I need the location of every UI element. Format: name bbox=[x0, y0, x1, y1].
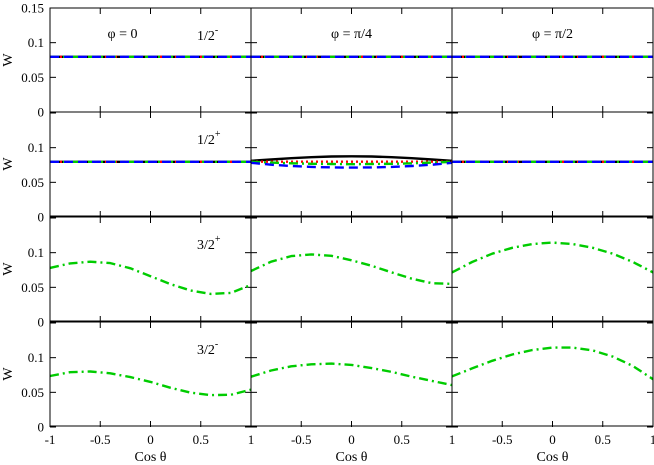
y-tick-label: 0 bbox=[38, 315, 45, 330]
panel-frame bbox=[250, 7, 453, 113]
x-tick-label: 1 bbox=[449, 432, 456, 447]
panel-r3-c3 bbox=[451, 216, 654, 323]
y-axis-label: W bbox=[1, 262, 16, 276]
row-label: 3/2+ bbox=[197, 234, 221, 253]
x-axis-label: Cos θ bbox=[336, 450, 368, 465]
x-tick-label: 0.5 bbox=[595, 432, 611, 447]
series-line bbox=[250, 155, 453, 162]
x-tick-label: 0.5 bbox=[394, 432, 410, 447]
x-tick-label: -0.5 bbox=[90, 432, 111, 447]
y-axis-labels: W 0 0.05 0.1 0.15 W 0 0.05 0.1 W 0 0.05 0.1 W 0 0.05 0.1 bbox=[1, 1, 44, 435]
x-tick-label: 0 bbox=[549, 432, 556, 447]
panel-frame bbox=[49, 321, 252, 427]
panel-frame bbox=[250, 321, 453, 427]
panel-frame bbox=[451, 111, 654, 217]
y-tick-label: 0.05 bbox=[21, 280, 44, 295]
x-axis-label: Cos θ bbox=[537, 450, 569, 465]
row-label: 1/2- bbox=[197, 25, 218, 44]
x-axis-label: Cos θ bbox=[135, 450, 167, 465]
y-axis-label: W bbox=[1, 53, 16, 67]
y-tick-label: 0.1 bbox=[28, 245, 44, 260]
series-line bbox=[49, 260, 252, 296]
y-tick-label: 0.1 bbox=[28, 35, 44, 50]
panel-r2-c1: 1/2+ bbox=[49, 111, 252, 218]
column-title: φ = π/4 bbox=[331, 27, 372, 42]
panel-frame bbox=[49, 7, 252, 113]
x-tick-label: -0.5 bbox=[492, 432, 513, 447]
column-title: φ = π/2 bbox=[532, 27, 573, 42]
x-tick-label: 0 bbox=[348, 432, 355, 447]
panel-r4-c3 bbox=[451, 321, 654, 428]
panel-frame bbox=[451, 321, 654, 427]
x-tick-label: 1 bbox=[248, 432, 255, 447]
panel-frame bbox=[49, 111, 252, 217]
panel-r1-c3: φ = π/2 bbox=[451, 7, 654, 113]
x-tick-label: 1 bbox=[650, 432, 654, 447]
x-axis-labels: -1 -0.5 0 0.5 1 Cos θ -0.5 0 0.5 1 Cos θ -0.5 0 0.5 1 C… bbox=[45, 432, 654, 465]
x-tick-label: 0.5 bbox=[193, 432, 209, 447]
series-line bbox=[451, 241, 654, 274]
panel-r4-c1: 3/2- bbox=[49, 321, 252, 428]
y-tick-label: 0 bbox=[38, 210, 45, 225]
panel-r1-c2: φ = π/4 bbox=[250, 7, 453, 113]
y-tick-label: 0.05 bbox=[21, 385, 44, 400]
column-title: φ = 0 bbox=[108, 27, 138, 42]
x-tick-label: 0 bbox=[147, 432, 154, 447]
panel-r2-c3 bbox=[451, 111, 654, 218]
panel-r3-c2 bbox=[250, 216, 453, 323]
panel-frame bbox=[250, 216, 453, 322]
series-line bbox=[250, 160, 453, 166]
row-label: 3/2- bbox=[197, 339, 218, 358]
series-line bbox=[250, 253, 453, 286]
series-line bbox=[49, 370, 252, 397]
x-tick-label: -1 bbox=[45, 432, 56, 447]
panel-frame bbox=[451, 216, 654, 322]
series-line bbox=[451, 346, 654, 381]
panel-r1-c1: φ = 0 1/2- bbox=[49, 7, 252, 113]
y-axis-label: W bbox=[1, 157, 16, 171]
panel-r3-c1: 3/2+ bbox=[49, 216, 252, 323]
series-line bbox=[250, 362, 453, 387]
series-line bbox=[250, 161, 453, 169]
panel-frame bbox=[49, 216, 252, 322]
y-tick-label: 0.1 bbox=[28, 140, 44, 155]
panel-grid: φ = 0 1/2- φ = π/4 φ = π/2 1/2+ 3/2+ 3/2- bbox=[49, 7, 654, 428]
panel-r4-c2 bbox=[250, 321, 453, 428]
y-tick-label: 0.1 bbox=[28, 350, 44, 365]
y-tick-label: 0 bbox=[38, 420, 45, 435]
row-label: 1/2+ bbox=[197, 129, 221, 148]
y-tick-label: 0.05 bbox=[21, 70, 44, 85]
y-tick-label: 0.15 bbox=[21, 1, 44, 16]
y-tick-label: 0.05 bbox=[21, 175, 44, 190]
x-tick-label: -0.5 bbox=[291, 432, 312, 447]
panel-frame bbox=[451, 7, 654, 113]
y-axis-label: W bbox=[1, 367, 16, 381]
y-tick-label: 0 bbox=[38, 105, 45, 120]
panel-r2-c2 bbox=[250, 111, 453, 218]
